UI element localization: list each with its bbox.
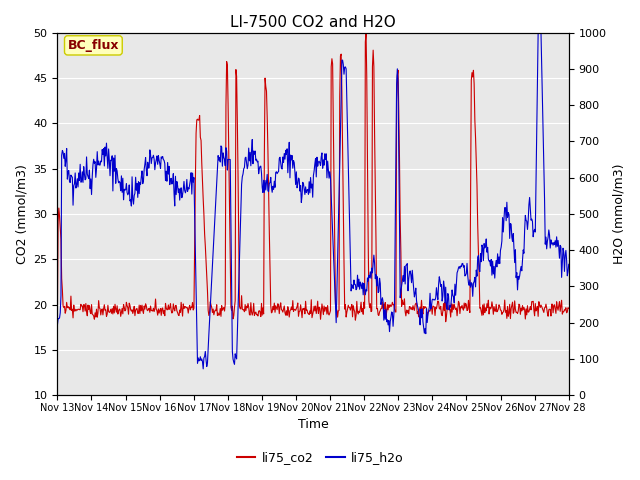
Y-axis label: H2O (mmol/m3): H2O (mmol/m3): [612, 164, 625, 264]
Text: BC_flux: BC_flux: [68, 39, 119, 52]
Title: LI-7500 CO2 and H2O: LI-7500 CO2 and H2O: [230, 15, 396, 30]
Y-axis label: CO2 (mmol/m3): CO2 (mmol/m3): [15, 164, 28, 264]
Legend: li75_co2, li75_h2o: li75_co2, li75_h2o: [232, 446, 408, 469]
X-axis label: Time: Time: [298, 419, 328, 432]
